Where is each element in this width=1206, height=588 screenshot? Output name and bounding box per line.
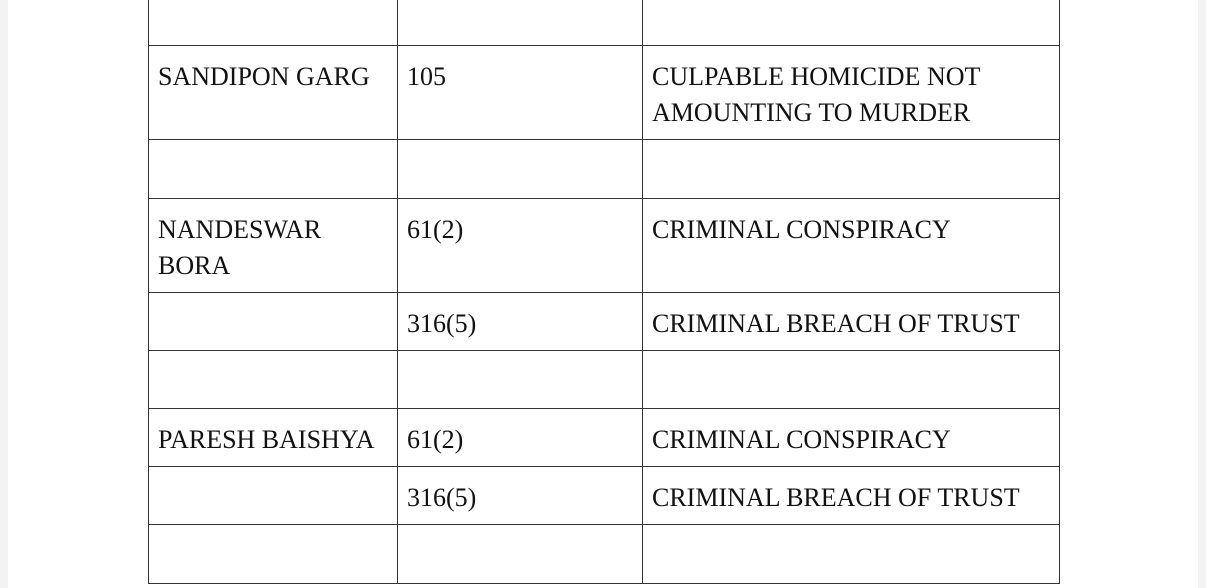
table-row: NANDESWAR BORA 61(2) CRIMINAL CONSPIRACY (148, 198, 1060, 293)
accused-name-cell (148, 292, 398, 351)
offence-cell: CRIMINAL BREACH OF TRUST (642, 466, 1060, 525)
section-cell: 316(5) (397, 466, 643, 525)
accused-name-cell (148, 0, 398, 46)
table-row: PARESH BAISHYA 61(2) CRIMINAL CONSPIRACY (148, 408, 1060, 467)
section-cell (397, 0, 643, 46)
table-row (148, 139, 1060, 199)
accused-name-cell (148, 350, 398, 409)
accused-name-cell (148, 466, 398, 525)
table-row (148, 0, 1060, 46)
offence-cell: CRIMINAL CONSPIRACY (642, 408, 1060, 467)
accused-name-cell (148, 139, 398, 199)
document-page: SANDIPON GARG 105 CULPABLE HOMICIDE NOT AM… (8, 0, 1198, 588)
table-row: SANDIPON GARG 105 CULPABLE HOMICIDE NOT AM… (148, 45, 1060, 140)
table-row: 316(5) CRIMINAL BREACH OF TRUST (148, 466, 1060, 525)
offence-cell: CRIMINAL CONSPIRACY (642, 198, 1060, 293)
section-cell: 105 (397, 45, 643, 140)
offence-cell (642, 139, 1060, 199)
accused-charges-table: SANDIPON GARG 105 CULPABLE HOMICIDE NOT AM… (148, 0, 1060, 584)
offence-cell (642, 0, 1060, 46)
accused-name-cell: SANDIPON GARG (148, 45, 398, 140)
table-row (148, 350, 1060, 409)
offence-cell (642, 350, 1060, 409)
section-cell: 316(5) (397, 292, 643, 351)
accused-name-cell (148, 524, 398, 584)
offence-cell: CULPABLE HOMICIDE NOT AMOUNTING TO MURDE… (642, 45, 1060, 140)
accused-name-cell: PARESH BAISHYA (148, 408, 398, 467)
section-cell: 61(2) (397, 198, 643, 293)
offence-cell: CRIMINAL BREACH OF TRUST (642, 292, 1060, 351)
accused-name-cell: NANDESWAR BORA (148, 198, 398, 293)
table-row: 316(5) CRIMINAL BREACH OF TRUST (148, 292, 1060, 351)
table-row (148, 524, 1060, 584)
section-cell (397, 139, 643, 199)
section-cell (397, 350, 643, 409)
offence-cell (642, 524, 1060, 584)
section-cell: 61(2) (397, 408, 643, 467)
section-cell (397, 524, 643, 584)
